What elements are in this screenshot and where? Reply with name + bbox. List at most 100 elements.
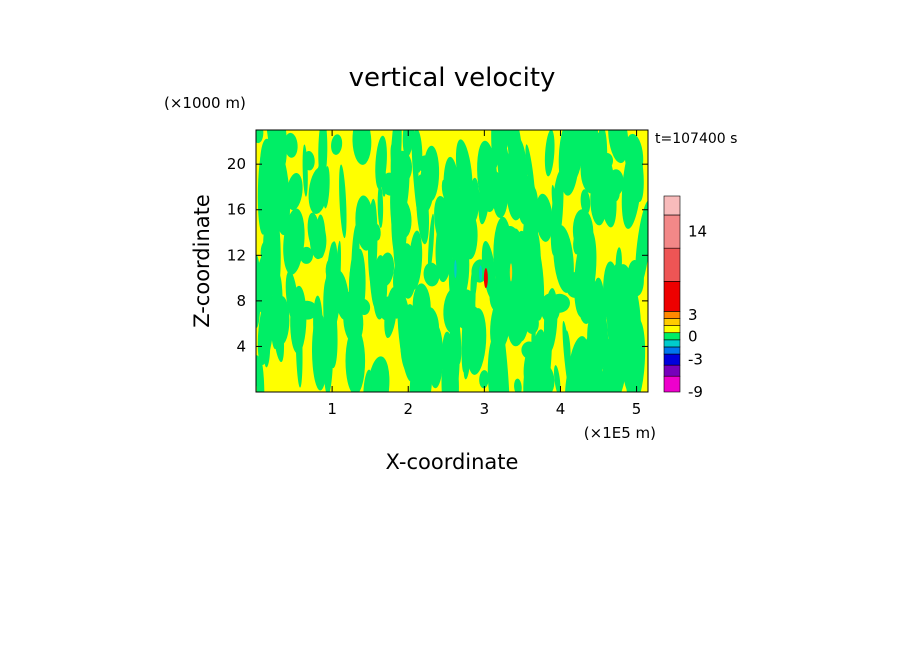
field-contour [527, 236, 545, 321]
field-contour [544, 130, 555, 177]
field-contour [377, 184, 384, 228]
field-contour [434, 195, 453, 249]
colorbar-bin-3 [663, 346, 681, 355]
field-contour [469, 177, 480, 222]
field-contour [313, 295, 323, 352]
field-contour [271, 293, 285, 363]
field-contour [539, 331, 552, 392]
colorbar-bin-11 [663, 214, 681, 249]
colorbar-bin-0 [663, 375, 681, 393]
field-contour [268, 207, 281, 297]
plot-frame [255, 129, 649, 393]
field-contour [456, 289, 476, 330]
field-contour [487, 333, 507, 392]
field-contour [400, 304, 419, 373]
field-contour [580, 189, 591, 215]
y-tick-label-2: 12 [227, 246, 246, 264]
field-contour [479, 370, 489, 389]
field-contour [264, 333, 271, 368]
field-contour [616, 276, 635, 355]
y-axis: 4 8 12 16 20 [227, 155, 648, 355]
field-contour [286, 172, 303, 211]
colorbar-bin-1 [663, 364, 681, 377]
field-contour [623, 339, 642, 392]
colorbar-bin-4 [663, 339, 681, 348]
field-contour [509, 228, 523, 271]
field-contour [621, 140, 643, 229]
field-contour [479, 265, 483, 282]
colorbar-label-8: 3 [688, 306, 698, 324]
plot-area [256, 130, 648, 392]
x-tick-label-0: 1 [327, 400, 337, 418]
field-contour [284, 132, 298, 158]
field-contour [326, 241, 338, 326]
field-contour [295, 302, 303, 388]
field-contour [375, 135, 387, 190]
field-contour [402, 161, 410, 211]
field-contour [603, 261, 621, 329]
field-contour [608, 130, 629, 164]
field-contour [565, 330, 571, 364]
colorbar-bin-12 [663, 195, 681, 216]
x-tick-label-2: 3 [480, 400, 490, 418]
x-unit-label: (×1E5 m) [584, 424, 656, 442]
field-contour [390, 188, 400, 253]
field-contour [455, 139, 473, 204]
field-contour [483, 268, 488, 289]
field-contour [543, 288, 558, 353]
y-tick-label-0: 4 [236, 337, 246, 355]
field-contour [423, 262, 440, 287]
x-tick-label-1: 2 [403, 400, 413, 418]
field-contour [554, 365, 561, 392]
field-contour [531, 210, 551, 228]
field-contour [506, 130, 525, 195]
field-contour [264, 234, 279, 251]
field-contour [339, 164, 347, 239]
x-tick-label-4: 5 [632, 400, 642, 418]
colorbar-bin-6 [663, 325, 681, 334]
field-contour [265, 278, 274, 330]
field-contour [509, 263, 513, 282]
colorbar-bin-2 [663, 353, 681, 366]
colorbar-bin-9 [663, 281, 681, 312]
field-contour [454, 232, 470, 298]
field-contour [496, 130, 510, 156]
y-tick-label-4: 20 [227, 155, 246, 173]
field-contour [307, 212, 320, 250]
field-contour [363, 369, 372, 392]
colorbar-label-11: 14 [688, 223, 707, 241]
field-contour [593, 130, 608, 208]
field-contour [463, 345, 471, 380]
colorbar-label-5: 0 [688, 327, 698, 345]
field-contour [454, 259, 457, 278]
chart-title: vertical velocity [349, 63, 556, 93]
field-contour [495, 258, 506, 346]
field-contour [416, 174, 430, 245]
field-contour [477, 140, 498, 213]
field-contour [373, 224, 381, 241]
field-contour [352, 130, 372, 165]
field-contour [283, 208, 305, 275]
colorbar-bin-7 [663, 318, 681, 326]
field-contour [323, 166, 330, 209]
field-contour [351, 223, 360, 297]
field-contour [636, 227, 647, 283]
field-contour [333, 270, 350, 320]
field-contour [565, 358, 581, 392]
colorbar-bin-5 [663, 332, 681, 341]
x-axis: 1 2 3 4 5 [327, 130, 641, 418]
time-label: t=107400 s [655, 131, 737, 147]
colorbar-label-2: -3 [688, 351, 703, 369]
field-contour [412, 130, 423, 173]
field-contour [345, 327, 366, 392]
field-contour [355, 195, 375, 251]
x-axis-label: X-coordinate [386, 450, 519, 474]
field-contour [366, 356, 390, 392]
field-contour [256, 130, 264, 144]
y-unit-label: (×1000 m) [164, 94, 246, 112]
field-contour [507, 299, 527, 347]
field-contour [553, 225, 574, 293]
x-tick-label-3: 4 [556, 400, 566, 418]
field-contour [372, 255, 388, 320]
